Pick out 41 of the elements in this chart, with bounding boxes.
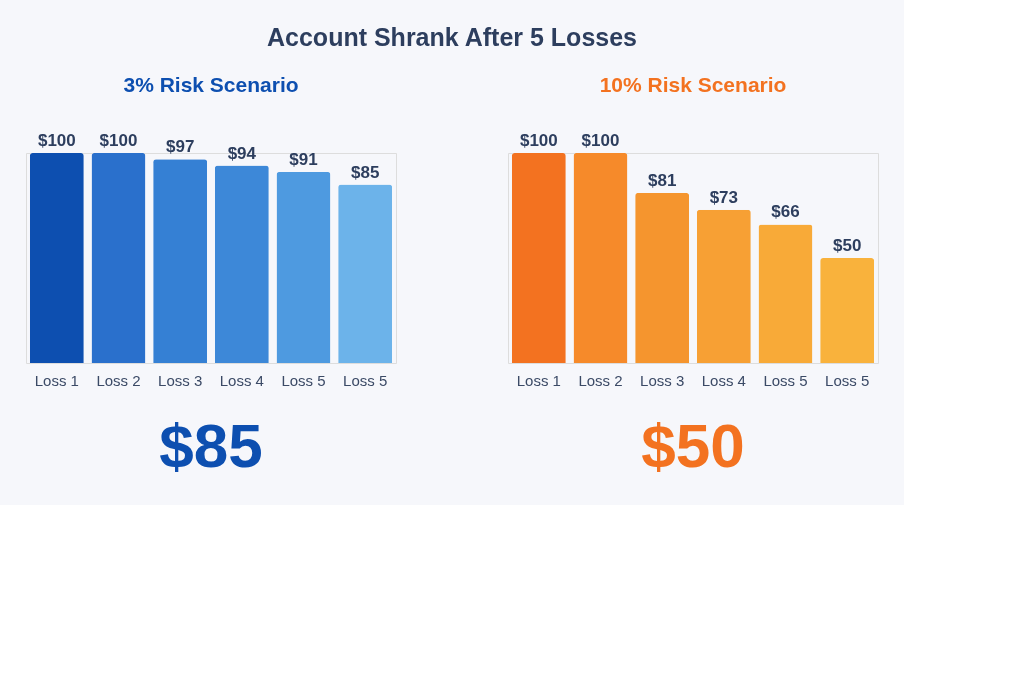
data-label: $100 [99,131,138,150]
bar [276,171,331,363]
x-tick-label: Loss 2 [578,371,623,389]
bar [758,224,813,363]
bar [820,258,875,363]
data-label: $73 [709,187,739,207]
data-label: $81 [647,170,677,190]
bar [635,192,690,363]
bar [214,165,269,363]
x-tick-label: Loss 2 [96,371,141,389]
x-tick-label: Loss 4 [701,371,746,389]
x-tick-label: Loss 3 [158,371,203,389]
bar [573,153,628,363]
data-label: $85 [350,162,380,182]
bar [338,184,393,363]
data-label: $94 [227,143,257,163]
data-label: $100 [37,131,76,150]
bar [153,159,208,363]
x-tick-label: Loss 4 [219,371,264,389]
data-label: $97 [165,137,195,157]
data-label: $66 [771,202,800,222]
data-label: $50 [832,236,862,255]
x-tick-label: Loss 5 [763,371,808,389]
x-tick-label: Loss 1 [34,371,79,389]
data-label: $91 [289,149,318,169]
x-tick-label: Loss 5 [281,371,326,389]
text: $85 [159,411,263,480]
x-tick-label: Loss 5 [343,371,388,389]
x-tick-label: Loss 1 [516,371,561,389]
bar [511,153,566,363]
text: $50 [641,411,745,480]
data-label: $100 [519,131,558,150]
bar [29,153,84,363]
bar [91,153,146,363]
text: Account Shrank After 5 Losses [266,22,638,51]
chart-title: 3% Risk Scenario [123,73,299,96]
x-tick-label: Loss 3 [640,371,685,389]
x-tick-label: Loss 5 [825,371,870,389]
data-label: $100 [581,131,620,150]
chart-title: 10% Risk Scenario [599,73,787,96]
bar [696,209,751,363]
